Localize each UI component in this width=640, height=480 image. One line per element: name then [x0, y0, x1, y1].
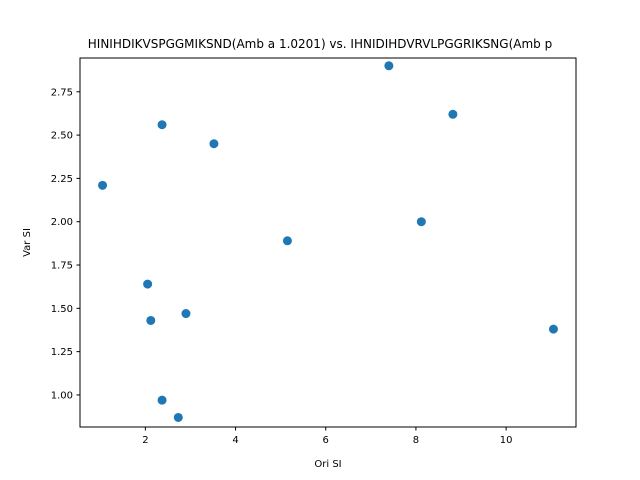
x-tick-label: 6 [323, 435, 329, 446]
x-tick-label: 2 [142, 435, 148, 446]
data-point [146, 315, 156, 325]
y-tick-label: 1.75 [51, 261, 73, 272]
data-point [282, 236, 292, 246]
x-axis-label: Ori SI [314, 459, 341, 470]
data-point [448, 109, 458, 119]
data-point [173, 412, 183, 422]
y-tick-label: 2.00 [51, 217, 73, 228]
data-point [548, 324, 558, 334]
y-axis-label: Var SI [22, 228, 33, 257]
y-tick-label: 2.75 [51, 87, 73, 98]
y-tick-label: 2.50 [51, 131, 73, 142]
x-tick-label: 4 [232, 435, 238, 446]
y-tick-label: 1.25 [51, 347, 73, 358]
x-tick-label: 10 [500, 435, 513, 446]
data-point [181, 309, 191, 319]
y-tick-label: 1.50 [51, 304, 73, 315]
chart-title: HINIHDIKVSPGGMIKSND(Amb a 1.0201) vs. IH… [88, 37, 552, 51]
y-tick-label: 2.25 [51, 174, 73, 185]
y-tick-label: 1.00 [51, 390, 73, 401]
x-tick-label: 8 [413, 435, 419, 446]
data-point [143, 279, 153, 289]
data-points [98, 61, 558, 422]
data-point [98, 180, 108, 190]
y-axis-ticks: 1.00 1.25 1.50 1.75 2.00 2.25 2.50 2.75 [51, 87, 80, 401]
data-point [416, 217, 426, 227]
data-point [209, 139, 219, 149]
data-point [157, 395, 167, 405]
data-point [157, 120, 167, 130]
plot-area-frame [79, 57, 577, 428]
x-axis-ticks: 2 4 6 8 10 [142, 427, 512, 446]
data-point [384, 61, 394, 71]
